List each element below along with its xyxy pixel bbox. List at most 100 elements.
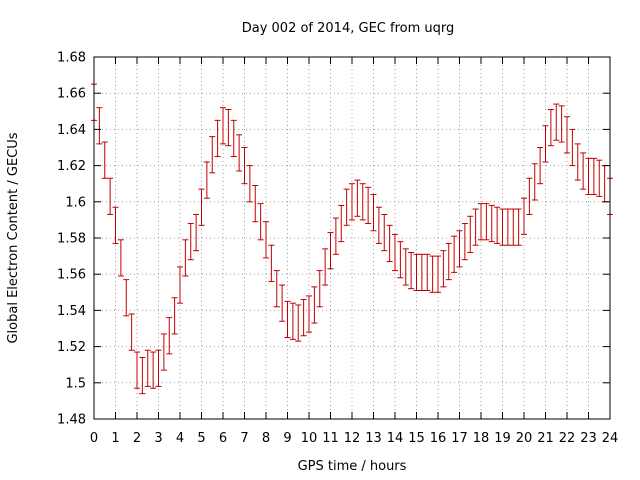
chart-title: Day 002 of 2014, GEC from uqrg [242,21,455,36]
x-tick-label: 24 [602,431,619,446]
tick-labels: 0 1 2 3 4 5 6 7 8 9 10 11 12 13 14 15 16 17 18 19 20 21 22 23 24… [57,51,618,447]
error-bar-point [585,157,592,196]
error-bar-point [230,119,237,158]
error-bar-point [521,197,527,235]
x-tick-label: 12 [344,431,361,446]
x-tick-label: 18 [473,431,490,446]
error-bar-point [435,255,441,293]
error-bar-point [311,286,318,324]
error-bar-point [375,206,382,244]
error-bar-point [547,108,554,147]
error-bar-point [150,351,157,389]
y-axis-label: Global Electron Content / GECUs [6,132,21,343]
error-bar-point [418,253,425,291]
error-bar-point [526,177,533,215]
error-bar-point [123,279,130,317]
x-tick-label: 10 [301,431,318,446]
x-tick-label: 23 [580,431,597,446]
error-bar-point [596,159,603,197]
error-bar-point [553,103,560,141]
axis-ticks [93,56,611,420]
x-tick-label: 22 [559,431,576,446]
error-bar-point [580,152,587,190]
error-bar-point [139,356,146,395]
error-bar-point [327,232,334,270]
error-bar-point [134,351,140,389]
error-bar-point [402,248,409,286]
error-bar-point [440,250,447,288]
x-axis-label: GPS time / hours [298,459,407,474]
error-bar-point [257,203,264,241]
error-bars [91,83,613,395]
error-bar-point [193,213,200,252]
x-tick-label: 6 [219,431,227,446]
error-bar-point [467,215,474,253]
error-bar-point [322,248,329,286]
error-bar-point [392,233,398,272]
y-tick-label: 1.64 [57,123,86,138]
y-tick-label: 1.52 [57,340,86,355]
error-bar-point [203,161,210,199]
error-bar-point [558,105,565,143]
error-bar-point [408,251,415,290]
error-bar-point [316,270,323,308]
error-bar-point [574,143,581,181]
x-tick-label: 0 [90,431,98,446]
y-tick-label: 1.66 [57,87,86,102]
y-tick-label: 1.5 [65,376,86,391]
error-bar-point [515,208,522,246]
error-bar-point [349,183,355,221]
y-tick-label: 1.62 [57,159,86,174]
error-bar-point [236,134,243,172]
error-bar-point [284,300,291,339]
x-tick-label: 1 [111,431,119,446]
error-bar-point [117,239,124,277]
plot-frame [93,56,611,420]
x-tick-label: 11 [322,431,339,446]
y-tick-label: 1.68 [57,51,86,66]
error-bar-point [112,206,119,244]
x-tick-label: 21 [537,431,554,446]
error-bar-point [155,349,162,387]
error-bar-point [273,270,280,308]
error-bar-point [397,241,404,279]
error-bar-point [268,244,275,282]
error-bar-point [198,188,205,226]
error-bar-point [429,255,436,293]
error-bar-point [128,313,135,351]
error-bar-point [96,107,103,145]
x-tick-label: 7 [240,431,248,446]
error-bar-point [510,208,517,246]
x-tick-label: 5 [197,431,205,446]
error-bar-point [263,221,269,259]
error-bar-point [381,213,388,252]
error-bar-point [338,204,345,243]
error-bar-point [354,179,361,217]
y-tick-label: 1.58 [57,232,86,247]
error-bar-point [241,147,248,185]
error-bar-point [187,223,194,261]
error-bar-point [295,304,302,342]
error-bar-point [445,242,452,281]
error-bar-point [494,206,501,244]
x-tick-label: 14 [387,431,404,446]
error-bar-point [370,194,377,232]
y-tick-label: 1.48 [57,413,86,428]
error-bar-point [478,203,484,241]
error-bar-point [166,317,173,355]
error-bar-point [279,284,286,322]
x-tick-label: 20 [516,431,533,446]
error-bar-point [601,165,608,203]
error-bar-point [472,208,479,246]
error-bar-point [461,223,468,261]
error-bar-point [424,253,431,291]
error-bar-point [483,203,490,241]
error-bar-point [343,188,350,226]
y-tick-label: 1.54 [57,304,86,319]
error-bar-point [171,297,178,335]
error-bar-point [531,163,538,201]
error-bar-point [209,136,216,174]
x-tick-label: 13 [365,431,382,446]
error-bar-point [386,224,393,263]
